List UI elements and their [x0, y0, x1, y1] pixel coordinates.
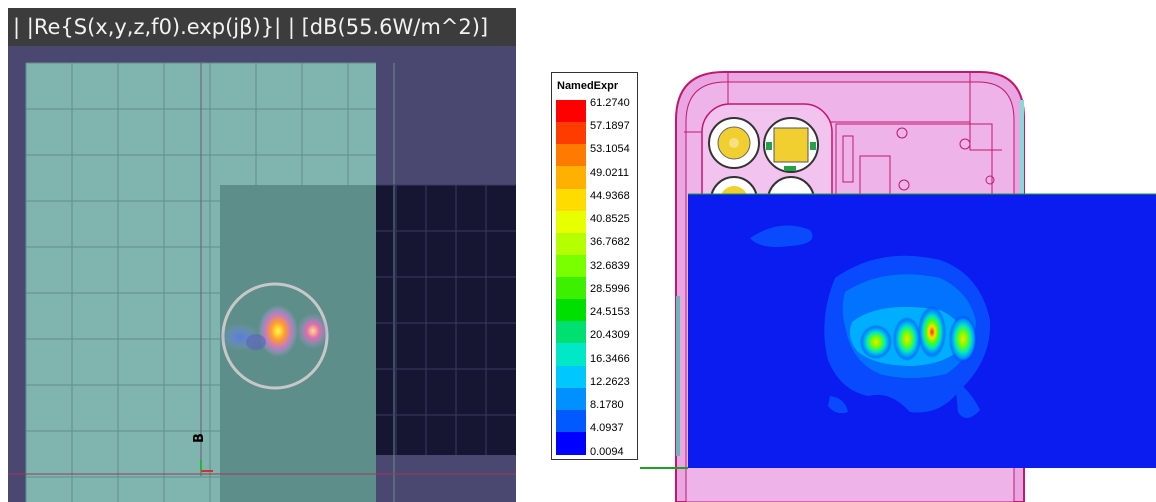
- plot-title: | |Re{S(x,y,z,f0).exp(jβ)}| | [dB(55.6W/…: [8, 8, 516, 46]
- legend-tick-label: 40.8525: [590, 213, 630, 225]
- legend-tick-label: 20.4309: [590, 329, 630, 341]
- legend-color-band: [556, 366, 586, 389]
- legend-color-band: [556, 321, 586, 344]
- phone-model-view[interactable]: [640, 60, 1156, 502]
- field-hotspot: [949, 315, 977, 363]
- legend-tick-label: 8.1780: [590, 399, 624, 411]
- legend-tick-label: 24.5153: [590, 306, 630, 318]
- legend-tick-label: 4.0937: [590, 422, 624, 434]
- legend-color-band: [556, 255, 586, 278]
- legend-color-band: [556, 122, 586, 145]
- legend-color-band: [556, 166, 586, 189]
- field-hotspot: [893, 317, 921, 361]
- legend-color-bar: [556, 100, 586, 454]
- viewport-canvas: B: [8, 46, 516, 502]
- field-plot-panel: | |Re{S(x,y,z,f0).exp(jβ)}| | [dB(55.6W/…: [8, 8, 516, 502]
- legend-tick-label: 36.7682: [590, 236, 630, 248]
- legend-tick-label: 32.6839: [590, 260, 630, 272]
- legend-tick-label: 12.2623: [590, 376, 630, 388]
- legend-color-band: [556, 299, 586, 322]
- legend-tick-label: 53.1054: [590, 143, 630, 155]
- color-legend: NamedExpr 61.2740 57.1897 53.1054 49.0211 44…: [551, 72, 638, 460]
- legend-color-band: [556, 410, 586, 433]
- field-hotspot: [860, 325, 892, 359]
- legend-tick-label: 28.5996: [590, 283, 630, 295]
- legend-color-band: [556, 277, 586, 300]
- legend-title: NamedExpr: [557, 80, 618, 92]
- field-hotspot: [918, 306, 946, 358]
- legend-color-band: [556, 233, 586, 256]
- legend-tick-label: 0.0094: [590, 446, 624, 458]
- legend-color-band: [556, 189, 586, 212]
- field-hotspot: [258, 305, 298, 357]
- field-blob: [246, 334, 266, 350]
- legend-tick-label: 61.2740: [590, 97, 630, 109]
- 3d-viewport[interactable]: B: [8, 46, 516, 502]
- legend-color-band: [556, 343, 586, 366]
- legend-tick-label: 49.0211: [590, 167, 629, 179]
- legend-color-band: [556, 211, 586, 234]
- axis-label: B: [192, 433, 207, 443]
- legend-color-band: [556, 432, 586, 455]
- legend-color-band: [556, 388, 586, 411]
- field-hotspot: [297, 313, 329, 349]
- legend-tick-label: 16.3466: [590, 353, 630, 365]
- legend-color-band: [556, 144, 586, 167]
- legend-color-band: [556, 100, 586, 123]
- legend-tick-label: 57.1897: [590, 120, 630, 132]
- legend-tick-label: 44.9368: [590, 190, 630, 202]
